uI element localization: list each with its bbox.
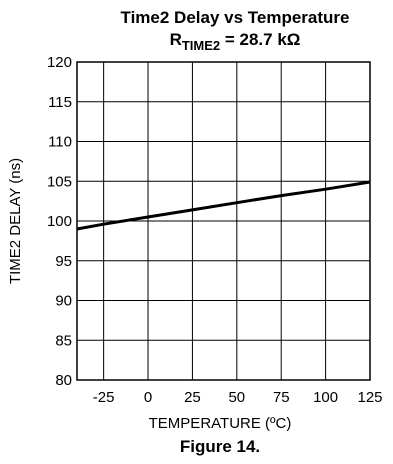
x-tick-label: -25 [93, 389, 115, 406]
y-axis-label: TIME2 DELAY (ns) [7, 158, 24, 284]
plot-frame [76, 61, 371, 381]
y-tick-label: 120 [47, 54, 72, 71]
x-tick-label: 50 [228, 389, 245, 406]
figure-caption: Figure 14. [180, 437, 260, 456]
y-tick-label: 105 [47, 173, 72, 190]
x-tick-label: 25 [184, 389, 201, 406]
chart-subtitle: RTIME2 = 28.7 kΩ [170, 30, 301, 53]
x-tick-label: 100 [313, 389, 338, 406]
series-layer [76, 180, 371, 231]
y-tick-label: 100 [47, 213, 72, 230]
y-tick-labels: 80 85 90 95 100 105 110 115 120 [47, 54, 72, 389]
y-tick-label: 90 [55, 293, 72, 310]
y-tick-label: 85 [55, 332, 72, 349]
subtitle-prefix: R [170, 30, 182, 49]
y-tick-label: 80 [55, 372, 72, 389]
subtitle-suffix: = 28.7 kΩ [220, 30, 300, 49]
subtitle-subscript: TIME2 [182, 38, 220, 53]
y-tick-label: 110 [48, 134, 72, 151]
x-tick-label: 75 [273, 389, 290, 406]
series-line [76, 180, 371, 231]
x-tick-labels: -25 0 25 50 75 100 125 [93, 389, 383, 406]
y-tick-label: 95 [55, 253, 72, 270]
x-tick-label: 125 [357, 389, 382, 406]
chart-title: Time2 Delay vs Temperature [121, 8, 350, 27]
grid [77, 61, 371, 381]
y-tick-label: 115 [48, 94, 72, 111]
x-tick-label: 0 [144, 389, 152, 406]
x-axis-label: TEMPERATURE (ºC) [149, 415, 292, 432]
